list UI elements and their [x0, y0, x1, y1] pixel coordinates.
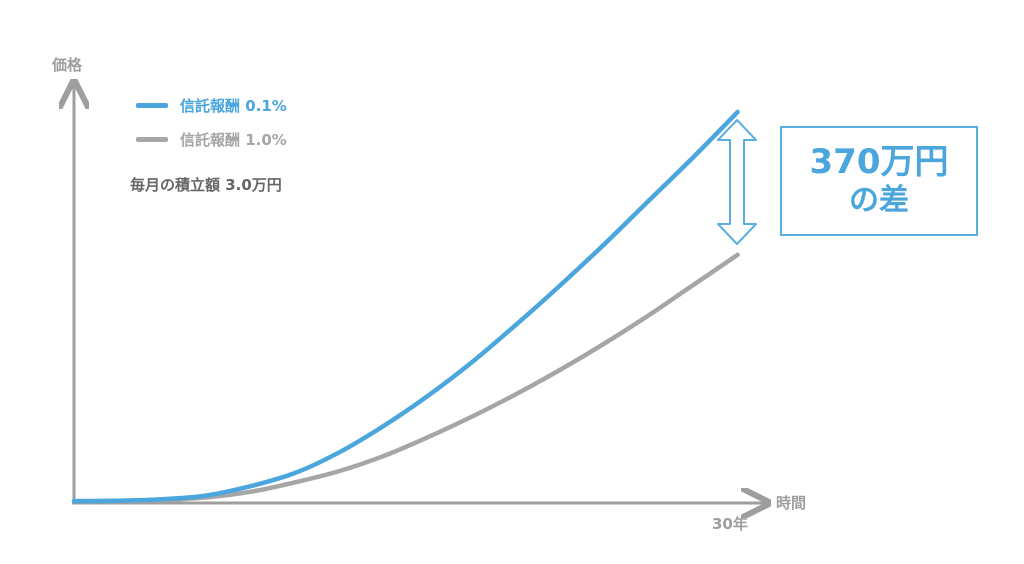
- series-line-fee-1-0: [71, 252, 740, 504]
- difference-caption: の差: [849, 183, 909, 218]
- monthly-contribution-note: 毎月の積立額 3.0万円: [130, 176, 282, 194]
- difference-double-arrow-icon: [717, 119, 757, 245]
- legend-item-fee-1-0: 信託報酬 1.0%: [136, 128, 287, 150]
- legend-label-fee-1-0: 信託報酬 1.0%: [180, 130, 287, 149]
- y-axis-label: 価格: [52, 56, 83, 74]
- x-axis-label: 時間: [776, 494, 807, 512]
- x-tick-label: 30年: [712, 515, 748, 533]
- legend-swatch-fee-1-0: [136, 136, 168, 142]
- legend-item-fee-0-1: 信託報酬 0.1%: [136, 94, 287, 116]
- series-line-fee-0-1: [71, 109, 740, 504]
- legend-swatch-fee-0-1: [136, 102, 168, 108]
- difference-amount: 370万円: [809, 142, 949, 182]
- series-layer: [71, 109, 740, 504]
- difference-callout-box: 370万円 の差: [780, 126, 978, 236]
- legend-label-fee-0-1: 信託報酬 0.1%: [180, 96, 287, 115]
